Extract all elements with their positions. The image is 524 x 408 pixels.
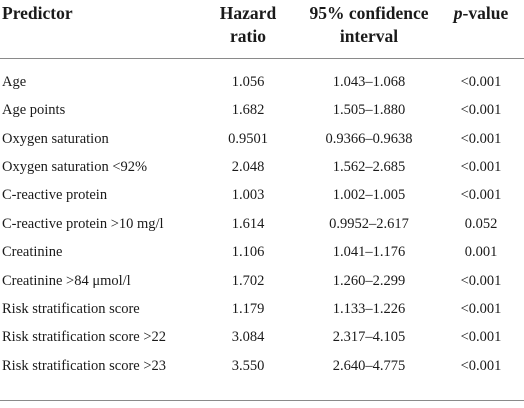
cell-predictor: Risk stratification score >23 (2, 357, 167, 374)
table-row: Risk stratification score >22 3.084 2.317–… (0, 323, 524, 351)
cell-predictor: Oxygen saturation <92% (2, 158, 148, 175)
cell-p-value: <0.001 (460, 357, 502, 374)
table-row: Oxygen saturation 0.9501 0.9366–0.9638 <0.0… (0, 124, 524, 152)
table-body: Age 1.056 1.043–1.068 <0.001 Age points 1.682… (0, 58, 524, 380)
cell-predictor: Creatinine (2, 244, 63, 261)
cell-p-value: 0.052 (464, 215, 498, 232)
cell-predictor: Age points (2, 102, 66, 119)
cell-p-value: 0.001 (464, 244, 498, 261)
cell-confidence-interval: 1.562–2.685 (332, 158, 406, 175)
cell-hazard-ratio: 1.056 (231, 74, 265, 91)
cell-predictor: Risk stratification score (2, 300, 140, 317)
header-confidence-interval: 95% confidence interval (300, 0, 438, 59)
cell-confidence-interval: 1.133–1.226 (332, 300, 406, 317)
cell-hazard-ratio: 1.106 (231, 244, 265, 261)
hazard-ratio-table: Predictor Hazard ratio 95% confidence in… (0, 0, 524, 380)
cell-confidence-interval: 0.9952–2.617 (329, 215, 409, 232)
table-row: Age 1.056 1.043–1.068 <0.001 (0, 58, 524, 96)
cell-p-value: <0.001 (460, 102, 502, 119)
cell-confidence-interval: 0.9366–0.9638 (325, 130, 413, 147)
cell-hazard-ratio: 1.682 (231, 102, 265, 119)
cell-confidence-interval: 1.505–1.880 (332, 102, 406, 119)
header-row: Predictor Hazard ratio 95% confidence in… (0, 0, 524, 59)
header-p-value: p-value (438, 0, 524, 59)
header-hazard-ratio-line1: Hazard (219, 3, 277, 23)
cell-confidence-interval: 2.640–4.775 (332, 357, 406, 374)
table-row: C-reactive protein 1.003 1.002–1.005 <0.001 (0, 181, 524, 209)
header-predictor-label: Predictor (2, 3, 73, 23)
cell-predictor: C-reactive protein (2, 187, 108, 204)
cell-hazard-ratio: 3.550 (231, 357, 265, 374)
cell-p-value: <0.001 (460, 158, 502, 175)
table-header: Predictor Hazard ratio 95% confidence in… (0, 0, 524, 59)
table-row: Oxygen saturation <92% 2.048 1.562–2.685 <0… (0, 153, 524, 181)
header-hazard-ratio-line2: ratio (230, 26, 266, 46)
cell-confidence-interval: 1.041–1.176 (332, 244, 406, 261)
cell-p-value: <0.001 (460, 329, 502, 346)
cell-hazard-ratio: 1.003 (231, 187, 265, 204)
cell-p-value: <0.001 (460, 300, 502, 317)
header-ci-line2: interval (339, 26, 399, 46)
cell-predictor: Creatinine >84 μmol/l (2, 272, 131, 289)
cell-p-value: <0.001 (460, 272, 502, 289)
table-bottom-rule (0, 400, 524, 401)
cell-predictor: Oxygen saturation (2, 130, 109, 147)
cell-hazard-ratio: 1.614 (231, 215, 265, 232)
cell-hazard-ratio: 2.048 (231, 158, 265, 175)
cell-confidence-interval: 1.002–1.005 (332, 187, 406, 204)
cell-hazard-ratio: 1.179 (231, 300, 265, 317)
header-p-suffix: -value (462, 3, 509, 23)
cell-p-value: <0.001 (460, 74, 502, 91)
table-row: Risk stratification score 1.179 1.133–1.22… (0, 295, 524, 323)
table-row: C-reactive protein >10 mg/l 1.614 0.9952–2… (0, 210, 524, 238)
cell-hazard-ratio: 1.702 (231, 272, 265, 289)
table-row: Risk stratification score >23 3.550 2.640–… (0, 352, 524, 380)
cell-hazard-ratio: 3.084 (231, 329, 265, 346)
header-predictor: Predictor (0, 0, 196, 59)
table-row: Creatinine 1.106 1.041–1.176 0.001 (0, 238, 524, 266)
cell-hazard-ratio: 0.9501 (228, 130, 268, 147)
header-hazard-ratio: Hazard ratio (196, 0, 300, 59)
table-row: Age points 1.682 1.505–1.880 <0.001 (0, 96, 524, 124)
cell-confidence-interval: 2.317–4.105 (332, 329, 406, 346)
header-p-italic: p (453, 3, 463, 23)
header-ci-line1: 95% confidence (309, 3, 429, 23)
cell-p-value: <0.001 (460, 187, 502, 204)
cell-p-value: <0.001 (460, 130, 502, 147)
table-row: Creatinine >84 μmol/l 1.702 1.260–2.299 <0.… (0, 266, 524, 294)
cell-predictor: Age (2, 74, 27, 91)
cell-confidence-interval: 1.260–2.299 (332, 272, 406, 289)
cell-confidence-interval: 1.043–1.068 (332, 74, 406, 91)
cell-predictor: C-reactive protein >10 mg/l (2, 215, 164, 232)
cell-predictor: Risk stratification score >22 (2, 329, 167, 346)
